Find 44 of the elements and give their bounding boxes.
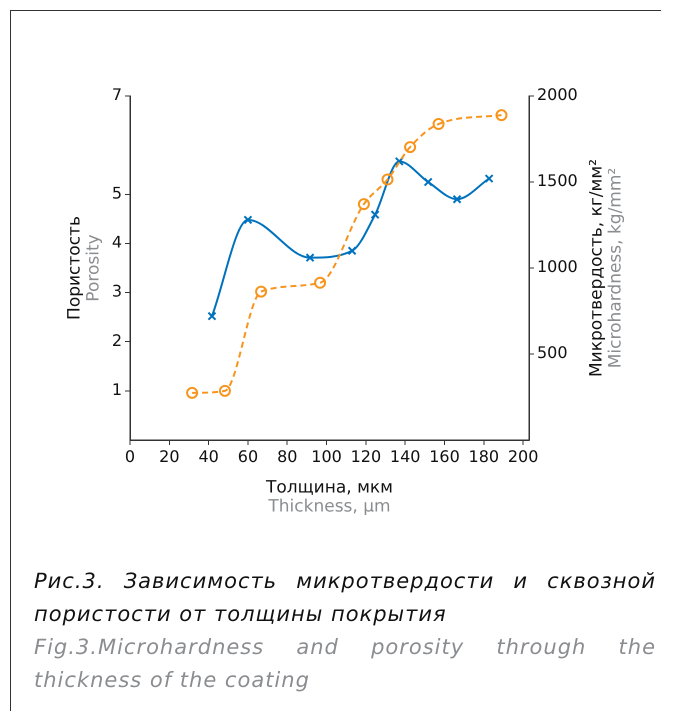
point: [255, 286, 268, 298]
point: [381, 174, 394, 186]
point: [424, 177, 433, 187]
point: [243, 215, 252, 224]
point: [394, 156, 404, 166]
y-tick-label: 5: [112, 183, 122, 202]
x-tick-label: 100: [311, 446, 342, 466]
point: [495, 109, 508, 122]
y2-axis-title: Микротвердость, кг/мм² Microhardness, kg/mm²: [586, 159, 626, 377]
x-tick-label: 40: [198, 446, 219, 466]
y-tick-label: 2: [112, 330, 122, 350]
x-tick-label: 0: [124, 446, 136, 466]
point: [432, 118, 445, 130]
y-tick-label: 1: [112, 380, 122, 400]
y2-tick-label: 1500: [537, 171, 578, 190]
point: [306, 253, 315, 262]
point: [370, 210, 380, 220]
y-tick-label: 4: [112, 232, 122, 252]
point: [207, 312, 216, 321]
x-tick-label: 160: [429, 446, 460, 466]
point: [314, 276, 326, 289]
point: [186, 386, 198, 399]
y-tick-label: 7: [112, 85, 122, 104]
x-tick-label: 20: [159, 446, 180, 466]
caption: Fig.3.Microhardness and porosity through the thickness of the coating: [34, 634, 656, 694]
x-tick-label: 120: [350, 446, 382, 466]
y-tick-label: 3: [112, 282, 122, 301]
x-tick-label: 180: [468, 446, 500, 466]
x-tick-label: 80: [277, 446, 298, 466]
y2-tick-label: 1000: [537, 257, 578, 276]
point: [484, 174, 494, 184]
x-tick-label: 200: [508, 446, 538, 466]
point: [348, 246, 357, 256]
point: [358, 198, 370, 210]
y2-tick-label: 500: [537, 343, 568, 362]
x-tick-label: 60: [238, 446, 258, 466]
x-axis-title: Толщина, мкм Thickness, µm: [265, 477, 393, 516]
text: Рис.3. Зависимость микротвердости и сквозной пористости от толщины покрытия: [34, 568, 656, 628]
y-axis-title: Пористость Porosity: [64, 216, 104, 320]
y2-tick-label: 2000: [537, 85, 578, 104]
point: [404, 141, 416, 154]
x-tick-label: 140: [390, 446, 420, 466]
point: [218, 384, 231, 397]
point: [452, 194, 462, 204]
